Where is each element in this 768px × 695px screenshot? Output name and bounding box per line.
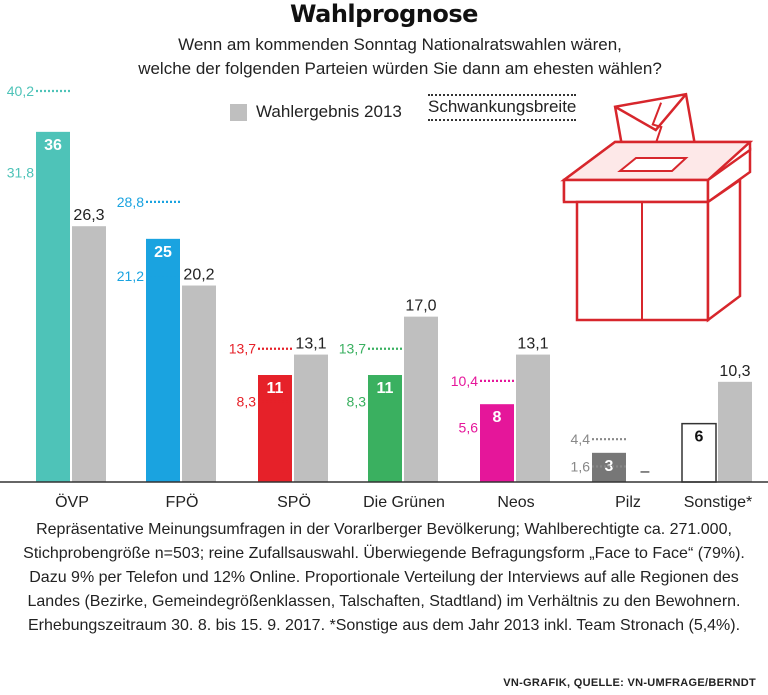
footnote-line-3: Dazu 9% per Telefon und 12% Online. Prop… xyxy=(29,569,739,586)
bar-prognose-2 xyxy=(258,375,292,482)
label-result-2013-2: 13,1 xyxy=(295,336,326,353)
subtitle-line-1: Wenn am kommenden Sonntag Nationalratswa… xyxy=(178,35,622,54)
bar-result-2013-1 xyxy=(182,285,216,482)
range-low-label-2: 8,3 xyxy=(237,393,257,409)
label-result-2013-1: 20,2 xyxy=(183,267,214,284)
footnote-line-2: Stichprobengröße n=503; reine Zufallsaus… xyxy=(23,545,745,562)
footnote-line-1: Repräsentative Meinungsumfragen in der V… xyxy=(36,521,732,538)
label-prognose-3: 11 xyxy=(377,380,394,397)
category-label-3: Die Grünen xyxy=(363,494,445,511)
subtitle-line-2: welche der folgenden Parteien würden Sie… xyxy=(138,59,662,78)
range-low-label-1: 21,2 xyxy=(117,268,144,284)
legend-swatch-result-2013 xyxy=(230,104,247,121)
category-label-2: SPÖ xyxy=(277,493,311,511)
label-prognose-2: 11 xyxy=(267,380,284,397)
range-high-label-1: 28,8 xyxy=(117,194,144,210)
label-result-2013-3: 17,0 xyxy=(405,298,436,315)
footnote: Repräsentative Meinungsumfragen in der V… xyxy=(8,518,760,638)
bar-result-2013-3 xyxy=(404,316,438,482)
footnote-line-5: Erhebungszeitraum 30. 8. bis 15. 9. 2017… xyxy=(27,617,741,634)
range-high-label-4: 10,4 xyxy=(451,373,478,389)
range-high-label-2: 13,7 xyxy=(229,341,256,357)
bar-result-2013-2 xyxy=(294,354,328,482)
label-result-2013-6: 10,3 xyxy=(719,363,750,380)
category-label-1: FPÖ xyxy=(166,493,199,511)
bar-result-2013-0 xyxy=(72,226,106,482)
label-prognose-6: 6 xyxy=(695,429,704,446)
ballot-box-icon xyxy=(560,92,754,323)
label-result-2013-5: – xyxy=(641,463,650,480)
range-low-label-0: 31,8 xyxy=(7,165,34,181)
legend-label-result-2013: Wahlergebnis 2013 xyxy=(256,102,402,121)
range-high-label-0: 40,2 xyxy=(7,83,34,99)
label-prognose-1: 25 xyxy=(154,244,172,261)
range-high-label-5: 4,4 xyxy=(571,431,591,447)
bar-result-2013-6 xyxy=(718,381,752,482)
range-low-label-4: 5,6 xyxy=(459,420,479,436)
chart-subtitle: Wenn am kommenden Sonntag Nationalratswa… xyxy=(60,33,740,81)
range-high-label-3: 13,7 xyxy=(339,341,366,357)
label-prognose-4: 8 xyxy=(493,409,502,426)
range-low-label-5: 1,6 xyxy=(571,458,591,474)
category-label-6: Sonstige* xyxy=(684,494,753,511)
bar-prognose-6 xyxy=(681,422,717,483)
bar-result-2013-4 xyxy=(516,354,550,482)
chart-title: Wahlprognose xyxy=(290,0,478,28)
legend-label-range: Schwankungsbreite xyxy=(428,94,577,121)
bar-prognose-3 xyxy=(368,375,402,482)
range-low-label-3: 8,3 xyxy=(347,393,367,409)
category-label-4: Neos xyxy=(497,494,534,511)
bar-prognose-1 xyxy=(146,238,180,482)
category-label-5: Pilz xyxy=(615,494,641,511)
label-result-2013-4: 13,1 xyxy=(517,336,548,353)
category-label-0: ÖVP xyxy=(55,493,89,511)
bar-prognose-0 xyxy=(36,131,70,482)
source-credit: VN-GRAFIK, QUELLE: VN-UMFRAGE/BERNDT xyxy=(503,677,756,689)
bar-prognose-4 xyxy=(480,404,514,482)
label-result-2013-0: 26,3 xyxy=(73,207,104,224)
footnote-line-4: Landes (Bezirke, Gemeindegrößenklassen, … xyxy=(27,593,741,610)
bar-chart: 36 26,3 40,2 31,8 ÖVP 25 20,2 28,8 21,2 FPÖ 11 13,1… xyxy=(0,83,768,511)
label-prognose-0: 36 xyxy=(44,137,62,154)
